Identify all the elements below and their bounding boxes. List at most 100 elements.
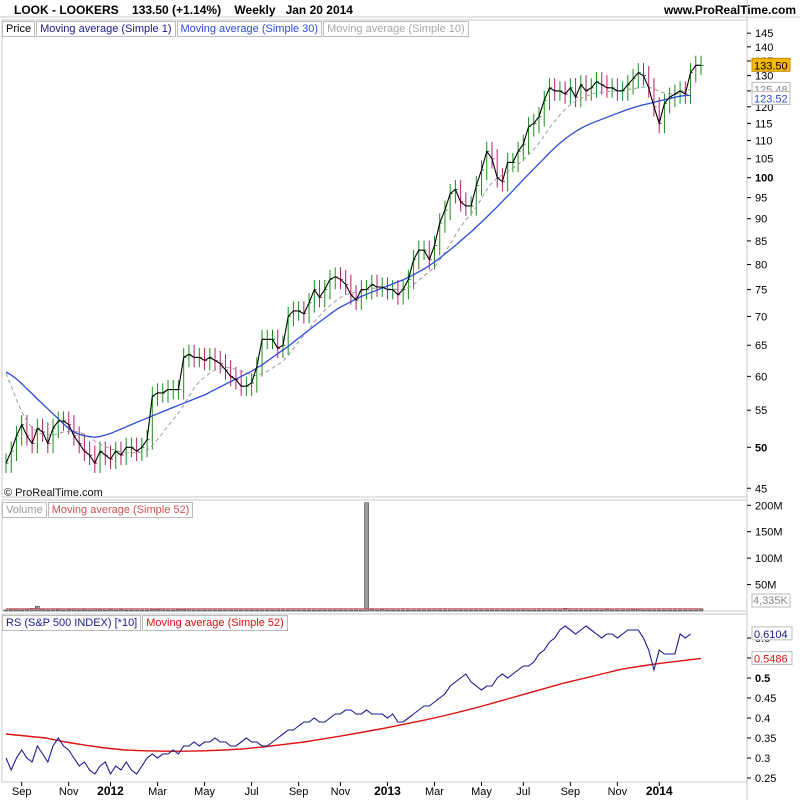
volume-bar [385,609,390,612]
volume-bar [458,609,463,612]
rs-last-label-box [751,626,793,641]
volume-bar [369,609,375,612]
price-y-tick-label: 85 [755,236,767,248]
volume-bar [212,609,218,612]
legend-ma10[interactable]: Moving average (Simple 10) [323,21,469,37]
volume-bar [426,609,432,612]
header-site[interactable]: www.ProRealTime.com [663,3,796,17]
volume-bar [280,609,286,612]
volume-bar [113,609,119,612]
volume-bar [599,609,605,612]
x-tick-label: Mar [148,786,167,798]
legend-price[interactable]: Price [2,21,36,37]
x-tick-label: May [471,786,492,798]
volume-bar [338,609,343,612]
legend-ma30[interactable]: Moving average (Simple 30) [176,21,323,37]
volume-bar [61,609,66,612]
price-last-label: 133.50 [754,60,788,72]
legend-ma1[interactable]: Moving average (Simple 1) [36,21,176,37]
legend-rs[interactable]: RS (S&P 500 INDEX) [*10] [2,615,142,631]
volume-bar [651,609,657,612]
volume-bar [19,609,24,612]
legend-volume[interactable]: Volume [2,502,47,518]
ma10-line [5,86,691,454]
rs-y-tick-label: 0.45 [755,693,776,705]
volume-bar [207,609,213,612]
volume-bar [3,609,9,612]
volume-bar [217,609,223,612]
volume-bar [191,609,197,612]
x-tick-label: Nov [608,786,628,798]
volume-bar [45,609,51,612]
volume-bar [87,609,92,612]
volume-bar [421,609,427,612]
volume-bar [432,609,437,612]
volume-bar [97,609,103,612]
price-y-tick-label: 70 [755,311,767,323]
rs-y-tick-label: 0.4 [755,713,770,725]
volume-bar [474,609,479,612]
volume-bar [129,609,134,612]
volume-bar [264,609,270,612]
volume-bar [406,609,411,612]
volume-bar [249,609,254,612]
volume-bar [364,502,369,612]
price-y-tick-label: 80 [755,259,767,271]
volume-bar [625,609,631,612]
volume-bar [453,609,458,612]
volume-bar [390,609,395,612]
volume-bar [594,609,599,612]
volume-y-tick-label: 200M [755,500,783,512]
volume-bar [108,609,113,612]
volume-bar [40,609,45,612]
header-date: Jan 20 2014 [285,3,353,17]
price-y-tick-label: 60 [755,371,767,383]
price-last-label-box [751,91,791,106]
volume-bar [547,609,552,612]
price-y-tick-label: 140 [755,42,773,54]
header-ticker: LOOK - LOOKERS 133.50 (+1.14%) Weekly Ja… [14,3,353,17]
volume-bar [494,609,500,612]
rs-last-label: 0.5486 [754,654,788,666]
volume-bar [118,609,124,612]
price-y-tick-label: 45 [755,483,767,495]
volume-bar [259,609,265,612]
rs-last-label-box [751,651,793,666]
rs-y-tick-label: 0.3 [755,753,770,765]
volume-bar [400,609,406,612]
price-panel-frame [1,19,748,498]
price-y-tick-label: 65 [755,340,767,352]
volume-bar [24,609,30,612]
volume-bar [123,609,129,612]
x-tick-label: 2014 [646,784,673,798]
volume-bar [646,609,652,612]
volume-bar [233,609,239,612]
header-interval: Weekly [234,3,276,17]
volume-bar [82,609,87,612]
volume-bar [515,609,521,612]
volume-bar [484,609,490,612]
x-tick-label: Mar [425,786,444,798]
price-y-tick-label: 115 [755,118,773,130]
volume-bar [322,609,328,612]
volume-bar [463,609,469,612]
volume-bar [536,609,542,612]
rs-line [5,625,691,776]
volume-bar [223,609,228,612]
x-tick-label: 2012 [97,784,124,798]
header-quote: 133.50 (+1.14%) [132,3,222,17]
volume-bar [55,609,61,612]
volume-bar [510,609,516,612]
volume-bar [202,609,207,612]
volume-y-tick-label: 100M [755,553,783,565]
volume-bar [359,609,364,612]
ma1-line [5,64,701,465]
ma30-line [5,94,691,438]
volume-bar [291,609,296,612]
x-tick-label: Nov [331,786,351,798]
legend-rs-ma[interactable]: Moving average (Simple 52) [142,615,288,631]
volume-bar [270,609,275,612]
volume-bar [573,609,578,612]
legend-volume-ma[interactable]: Moving average (Simple 52) [47,502,194,518]
